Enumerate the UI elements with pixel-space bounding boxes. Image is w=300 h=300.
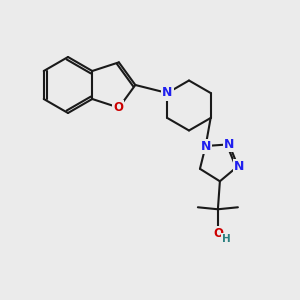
Text: N: N	[224, 138, 234, 151]
Text: N: N	[234, 160, 244, 173]
Text: H: H	[221, 234, 230, 244]
Text: O: O	[213, 227, 223, 240]
Text: N: N	[200, 140, 211, 152]
Text: O: O	[113, 101, 123, 114]
Text: N: N	[162, 86, 172, 100]
